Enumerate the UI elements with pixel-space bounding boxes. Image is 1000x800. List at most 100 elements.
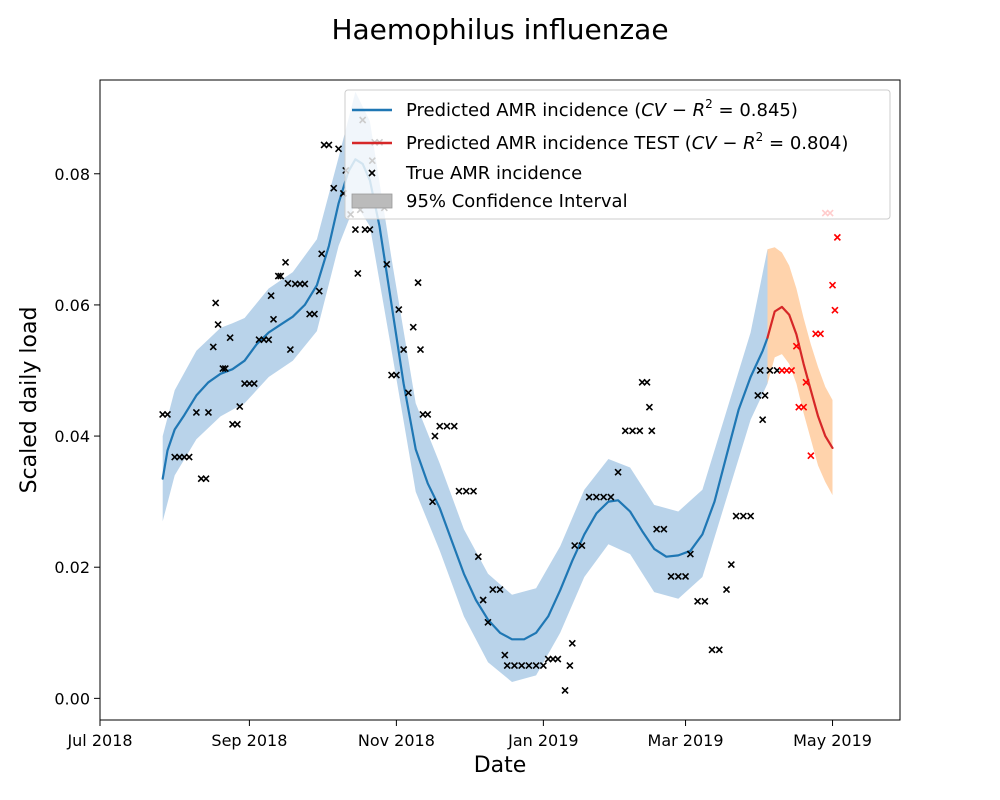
data-point-test <box>831 306 839 314</box>
data-point <box>701 597 709 605</box>
data-point <box>561 686 569 695</box>
data-point <box>431 432 439 440</box>
data-point <box>202 475 210 483</box>
data-point <box>667 572 675 580</box>
data-point <box>571 542 579 550</box>
data-point <box>404 389 412 397</box>
data-point <box>539 662 547 670</box>
data-point <box>653 525 661 533</box>
data-point <box>585 493 593 501</box>
data-point <box>221 364 229 373</box>
data-point <box>400 345 408 354</box>
data-point <box>310 310 319 318</box>
data-point <box>436 422 444 430</box>
data-point <box>424 410 432 418</box>
y-tick-label: 0.02 <box>54 558 90 577</box>
data-point <box>727 561 735 569</box>
data-point <box>739 512 747 520</box>
y-tick-label: 0.06 <box>54 296 90 315</box>
data-point <box>754 391 762 399</box>
legend-label: Predicted AMR incidence (CV − R2 = 0.845… <box>406 97 798 121</box>
x-tick-label: Mar 2019 <box>648 731 724 750</box>
data-point <box>325 141 333 149</box>
legend: Predicted AMR incidence (CV − R2 = 0.845… <box>344 89 891 220</box>
data-point <box>708 646 716 654</box>
data-point <box>267 292 275 300</box>
data-point-test <box>802 378 810 386</box>
data-point <box>761 391 769 399</box>
data-point <box>469 487 478 495</box>
data-point <box>568 639 576 647</box>
data-point <box>489 585 497 594</box>
data-point <box>277 272 285 280</box>
data-point-test <box>828 281 837 289</box>
legend-label-tail: = 0.845) <box>713 100 798 121</box>
data-point <box>732 512 740 520</box>
data-point <box>722 585 731 594</box>
confidence-band <box>162 91 768 683</box>
data-point <box>628 427 637 435</box>
data-point <box>660 525 668 533</box>
data-point <box>686 550 694 558</box>
data-point <box>474 553 482 561</box>
data-point <box>204 408 212 417</box>
data-point <box>759 416 767 424</box>
data-point <box>600 493 608 501</box>
x-tick-label: Jul 2018 <box>66 731 132 750</box>
data-point <box>510 662 519 670</box>
data-point <box>479 596 487 604</box>
chart-title: Haemophilus influenzae <box>331 13 668 46</box>
data-point <box>409 323 417 331</box>
data-point <box>214 321 222 329</box>
axes: Jul 2018 Sep 2018 Nov 2018 Jan 2019 Mar 2019… <box>54 165 872 750</box>
data-point-test <box>816 330 825 338</box>
data-point <box>607 493 615 501</box>
data-point <box>351 225 359 234</box>
plot-content <box>159 91 841 695</box>
data-point <box>462 487 470 495</box>
x-tick-label: Jan 2019 <box>507 731 578 750</box>
legend-label-math: CV − R <box>692 133 756 154</box>
data-point <box>284 279 292 287</box>
data-point <box>747 512 755 520</box>
x-tick-label: Sep 2018 <box>211 731 287 750</box>
data-point <box>269 315 278 323</box>
data-point <box>209 343 217 351</box>
data-point <box>554 655 562 663</box>
data-point-test <box>792 342 800 350</box>
x-axis-title: Date <box>474 753 527 778</box>
x-tick-label: May 2019 <box>793 731 872 750</box>
data-point <box>756 366 764 375</box>
x-tick-label: Nov 2018 <box>358 731 435 750</box>
data-point <box>185 453 193 461</box>
data-point <box>614 468 622 476</box>
legend-swatch-marker <box>368 169 376 177</box>
plot-area <box>159 91 841 695</box>
data-point <box>334 145 343 153</box>
data-point <box>315 287 323 295</box>
data-point <box>694 597 702 605</box>
data-point <box>192 408 200 417</box>
data-point <box>518 662 526 670</box>
data-point <box>226 334 234 342</box>
data-point-test <box>788 366 796 375</box>
data-point <box>532 662 540 670</box>
data-point <box>645 403 653 411</box>
data-point <box>443 422 451 430</box>
data-point <box>496 585 504 594</box>
data-point <box>163 410 172 418</box>
legend-label-main: 95% Confidence Interval <box>406 191 628 212</box>
data-point <box>301 280 309 288</box>
data-point <box>566 662 574 670</box>
data-point <box>318 250 326 258</box>
data-point <box>212 299 220 307</box>
data-point <box>503 662 511 670</box>
data-point <box>392 371 400 379</box>
data-point <box>450 422 458 430</box>
legend-label-main: True AMR incidence <box>405 163 582 184</box>
data-point <box>395 305 403 314</box>
data-point <box>643 378 651 386</box>
plot-frame <box>99 79 901 721</box>
y-tick-label: 0.04 <box>54 427 90 446</box>
